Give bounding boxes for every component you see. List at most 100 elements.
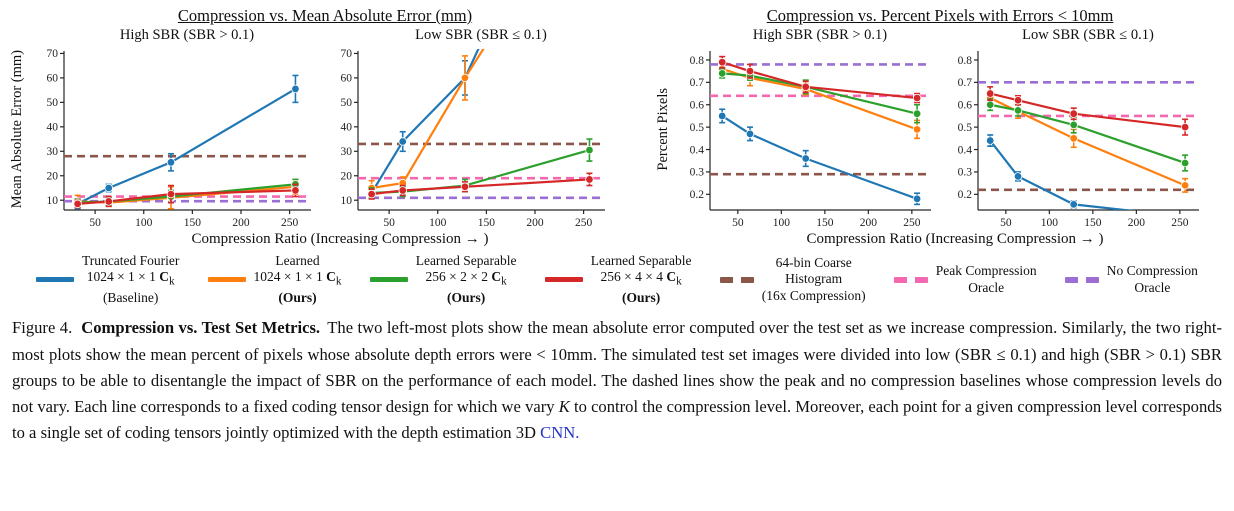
- svg-text:0.6: 0.6: [958, 100, 973, 112]
- svg-text:100: 100: [773, 217, 791, 229]
- svg-text:50: 50: [732, 217, 744, 229]
- percent-x-axis-label: Compression Ratio (Increasing Compressio…: [806, 231, 1104, 247]
- legend-matrix-symbol: C: [159, 269, 170, 285]
- svg-text:0.8: 0.8: [958, 55, 973, 67]
- legend-line1: Peak Compression: [935, 263, 1037, 279]
- legend-matrix-symbol: C: [666, 269, 677, 285]
- svg-text:200: 200: [526, 217, 544, 229]
- svg-text:0.4: 0.4: [690, 144, 705, 156]
- svg-text:100: 100: [429, 217, 447, 229]
- svg-text:70: 70: [341, 48, 353, 60]
- svg-text:20: 20: [47, 171, 59, 183]
- legend-marker-brown-dashed-line: [719, 276, 754, 283]
- legend-line3: (Baseline): [102, 289, 159, 305]
- legend-line1: Truncated Fourier: [82, 253, 180, 268]
- legend-matrix-symbol: C: [491, 269, 502, 285]
- legend-item-peak-compression-oracle: Peak Compression Oracle: [893, 263, 1037, 296]
- plot-title-high-sbr-percent: High SBR (SBR > 0.1): [752, 27, 888, 43]
- legend-line2-text: 256 × 4 × 4: [600, 269, 667, 285]
- svg-text:0.7: 0.7: [690, 77, 705, 89]
- svg-text:200: 200: [1128, 217, 1146, 229]
- caption-body: The two left-most plots show the mean ab…: [12, 318, 1222, 416]
- mae-plots-row: Mean Absolute Error (mm) High SBR (SBR >…: [8, 27, 642, 231]
- svg-text:0.5: 0.5: [958, 122, 973, 134]
- legend-line2: 256 × 4 × 4 Ck: [601, 269, 682, 289]
- legend-marker-green-solid-line: [369, 277, 408, 283]
- svg-text:30: 30: [47, 146, 59, 158]
- svg-text:0.7: 0.7: [958, 77, 973, 89]
- figure-caption: Figure 4. Compression vs. Test Set Metric…: [12, 315, 1222, 446]
- svg-text:50: 50: [1000, 217, 1012, 229]
- svg-text:60: 60: [341, 73, 353, 85]
- svg-text:10: 10: [341, 195, 353, 207]
- figure-legend: Truncated Fourier 1024 × 1 × 1 Ck (Basel…: [8, 248, 1226, 306]
- legend-item-learned-1024: Learned 1024 × 1 × 1 Ck (Ours): [207, 253, 342, 306]
- caption-variable-k: K: [558, 396, 570, 416]
- svg-text:40: 40: [341, 122, 353, 134]
- percent-plots-row: Percent Pixels High SBR (SBR > 0.1) 0.2 0…: [654, 27, 1226, 231]
- legend-marker-orange-solid-line: [207, 277, 246, 283]
- legend-matrix-subscript: k: [169, 276, 175, 289]
- svg-text:60: 60: [47, 73, 59, 85]
- svg-text:150: 150: [816, 217, 834, 229]
- plot-high-sbr-mae: High SBR (SBR > 0.1) 10 20 30 40 50 60 70 50 100…: [27, 27, 321, 231]
- legend-item-no-compression-oracle: No Compression Oracle: [1064, 263, 1198, 296]
- legend-line3: (Ours): [278, 289, 317, 305]
- svg-text:50: 50: [89, 217, 101, 229]
- legend-item-learned-separable-256x2x2: Learned Separable 256 × 2 × 2 Ck (Ours): [369, 253, 517, 306]
- svg-text:0.5: 0.5: [690, 122, 705, 134]
- legend-line1: 64-bin Coarse: [775, 254, 852, 270]
- percent-chart-group: Compression vs. Percent Pixels with Erro…: [654, 6, 1226, 248]
- mae-y-axis-label: Mean Absolute Error (mm): [9, 49, 25, 209]
- legend-matrix-symbol: C: [326, 269, 336, 285]
- plot-title-low-sbr-mae: Low SBR (SBR ≤ 0.1): [415, 27, 547, 43]
- svg-text:100: 100: [135, 217, 153, 229]
- svg-text:100: 100: [1041, 217, 1059, 229]
- legend-line2: Oracle: [968, 279, 1005, 295]
- legend-line2: 256 × 2 × 2 Ck: [426, 269, 507, 289]
- legend-item-64bin-coarse-histogram: 64-bin Coarse Histogram (16x Compression…: [719, 254, 866, 304]
- legend-line3: (Ours): [446, 289, 486, 305]
- chart-high-sbr-percent: 0.2 0.3 0.4 0.5 0.6 0.7 0.8 50 100 150 200 250: [690, 51, 931, 229]
- charts-row: Compression vs. Mean Absolute Error (mm)…: [8, 6, 1226, 248]
- legend-line3: (Ours): [621, 289, 661, 305]
- legend-line2-text: 1024 × 1 × 1: [86, 269, 160, 285]
- svg-text:200: 200: [232, 217, 250, 229]
- legend-line1: Learned Separable: [415, 253, 517, 268]
- legend-line2: Oracle: [1134, 279, 1171, 295]
- legend-marker-pink-dashed-line: [893, 276, 928, 283]
- svg-text:40: 40: [47, 122, 59, 134]
- percent-group-title: Compression vs. Percent Pixels with Erro…: [766, 6, 1114, 25]
- svg-text:0.8: 0.8: [690, 55, 705, 67]
- caption-title: Compression vs. Test Set Metrics.: [81, 318, 321, 338]
- mae-x-axis-label: Compression Ratio (Increasing Compressio…: [191, 231, 489, 247]
- svg-text:0.2: 0.2: [958, 189, 973, 201]
- svg-text:0.3: 0.3: [690, 167, 705, 179]
- legend-line1: Learned Separable: [590, 253, 692, 268]
- svg-text:0.6: 0.6: [690, 100, 705, 112]
- svg-text:250: 250: [903, 217, 921, 229]
- svg-text:50: 50: [341, 97, 353, 109]
- svg-text:250: 250: [1171, 217, 1189, 229]
- legend-item-truncated-fourier: Truncated Fourier 1024 × 1 × 1 Ck (Basel…: [36, 253, 179, 306]
- caption-citation-link[interactable]: CNN.: [540, 423, 580, 443]
- plot-high-sbr-percent: High SBR (SBR > 0.1) 0.2 0.3 0.4 0.5 0.6 0.7 0…: [673, 27, 941, 231]
- chart-low-sbr-percent: 0.2 0.3 0.4 0.5 0.6 0.7 0.8 50 100 150 200 250: [958, 51, 1199, 229]
- svg-text:70: 70: [47, 48, 59, 60]
- plot-low-sbr-percent: Low SBR (SBR ≤ 0.1) 0.2 0.3 0.4 0.5 0.6 0.7 0.…: [941, 27, 1209, 231]
- legend-item-learned-separable-256x4x4: Learned Separable 256 × 4 × 4 Ck (Ours): [544, 253, 692, 306]
- svg-text:0.3: 0.3: [958, 167, 973, 179]
- legend-matrix-subscript: k: [335, 276, 342, 289]
- legend-marker-purple-dashed-line: [1064, 276, 1099, 283]
- caption-body-2: to control the compression level. Moreov…: [12, 396, 1222, 443]
- svg-text:0.2: 0.2: [690, 189, 705, 201]
- svg-text:250: 250: [575, 217, 593, 229]
- legend-line1: No Compression: [1106, 263, 1198, 279]
- legend-line2-text: 256 × 2 × 2: [425, 269, 492, 285]
- mae-chart-group: Compression vs. Mean Absolute Error (mm)…: [8, 6, 642, 248]
- svg-text:0.4: 0.4: [958, 144, 973, 156]
- svg-text:10: 10: [47, 195, 59, 207]
- svg-text:150: 150: [184, 217, 202, 229]
- plot-title-high-sbr-mae: High SBR (SBR > 0.1): [119, 27, 255, 43]
- legend-marker-blue-solid-line: [36, 277, 74, 283]
